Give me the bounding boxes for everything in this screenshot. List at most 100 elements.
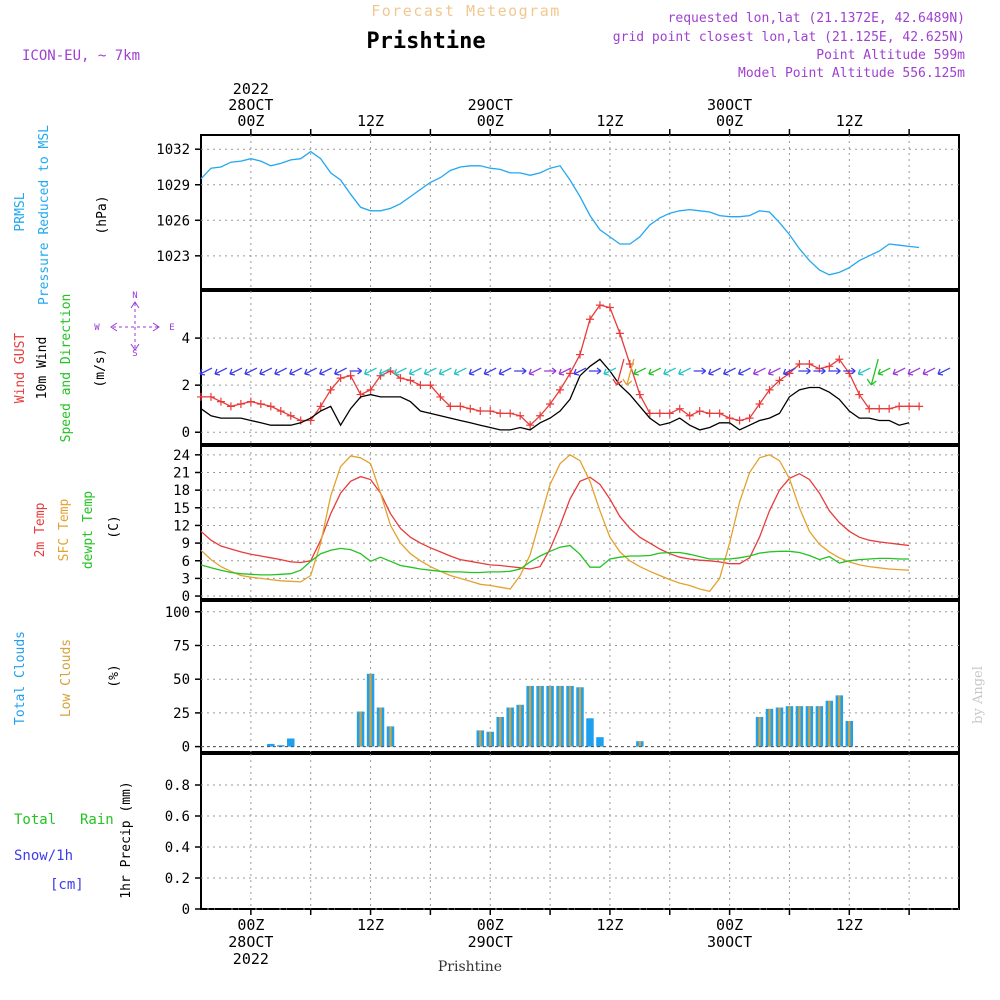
snow-unit-label: [cm]: [50, 877, 84, 893]
gust-marker: [705, 409, 714, 418]
temp-frame: [200, 445, 960, 600]
gust-marker: [835, 355, 844, 364]
low-clouds-bar: [798, 706, 801, 747]
wind-direction-arrow: [199, 367, 213, 376]
wind-direction-arrow: [408, 367, 422, 376]
pressure-ytick-label: 1029: [156, 178, 190, 194]
location-title: Prishtine: [366, 29, 485, 54]
wind-frame: [200, 290, 960, 445]
gust-marker: [206, 392, 215, 401]
wind-ytick-label: 2: [182, 378, 190, 394]
requested-coords: requested lon,lat (21.1372E, 42.6489N): [668, 11, 965, 26]
gust-marker: [496, 409, 505, 418]
wind-direction-arrow: [752, 367, 766, 376]
time-label: 30OCT: [707, 96, 752, 114]
low-clouds-bar: [359, 711, 362, 747]
time-label: 00Z: [477, 112, 504, 130]
low-clouds-bar: [379, 707, 382, 747]
wind-direction-arrow: [259, 367, 273, 376]
2m-temp-line: [200, 472, 910, 570]
low-clouds-bar: [489, 731, 492, 747]
time-label: 00Z: [716, 916, 743, 934]
model-point-altitude: Model Point Altitude 556.125m: [738, 66, 965, 81]
wind-direction-arrow: [363, 367, 377, 376]
temp-ytick-label: 18: [173, 483, 190, 499]
gust-marker: [266, 402, 275, 411]
low-clouds-bar: [479, 730, 482, 747]
clouds-ytick-label: 0: [182, 740, 190, 756]
gust-marker: [695, 407, 704, 416]
gust-marker: [605, 303, 614, 312]
wind-gust-label: Wind GUST: [13, 333, 28, 404]
wind-direction-arrow: [907, 367, 921, 376]
wind-direction-arrow: [857, 367, 871, 376]
wind-direction-arrow: [843, 367, 856, 375]
gust-marker: [825, 362, 834, 371]
low-clouds-bar: [758, 716, 761, 747]
time-label: 2022: [233, 950, 269, 968]
low-clouds-bar: [848, 720, 851, 747]
clouds-ytick-label: 50: [173, 672, 190, 688]
low-clouds-bar: [509, 707, 512, 747]
low-clouds-bar: [638, 741, 641, 747]
wind-direction-arrow: [544, 367, 557, 375]
gust-marker: [885, 404, 894, 413]
sfc-temp-label: SFC Temp: [57, 499, 72, 562]
pressure-ytick-label: 1026: [156, 213, 190, 229]
temperature-panel: 2m Temp SFC Temp dewpt Temp (C): [33, 491, 122, 569]
gust-marker: [855, 390, 864, 399]
wind-direction-arrow: [612, 358, 625, 386]
precip-panel: Total Rain Snow/1h [cm] 1hr Precip (mm): [14, 781, 134, 898]
low-clouds-bar: [778, 707, 781, 747]
wind-direction-arrow: [877, 367, 891, 376]
wind-direction-arrow: [633, 367, 647, 376]
rain-label: Rain: [80, 812, 114, 828]
gust-marker: [536, 411, 545, 420]
wind-direction-arrow: [214, 367, 228, 376]
gust-marker: [366, 385, 375, 394]
compass-rose: N S W E: [94, 291, 174, 359]
gust-marker: [246, 397, 255, 406]
wind-direction-arrow: [588, 367, 602, 375]
pressure-panel: PRMSL Pressure Reduced to MSL (hPa): [13, 125, 110, 305]
time-label: 29OCT: [468, 96, 513, 114]
gust-marker: [506, 409, 515, 418]
gust-marker: [765, 385, 774, 394]
gust-marker: [416, 381, 425, 390]
celsius-unit-label: (C): [107, 515, 122, 538]
clouds-ytick-label: 25: [173, 706, 190, 722]
model-label: ICON-EU, ~ 7km: [22, 48, 140, 64]
wind-10m-label: 10m Wind: [35, 337, 50, 400]
wind-direction-arrow: [813, 367, 826, 375]
wind-direction-arrow: [693, 367, 707, 375]
gust-marker: [466, 404, 475, 413]
pressure-ytick-label: 1032: [156, 142, 190, 158]
grid-point-coords: grid point closest lon,lat (21.125E, 42.…: [613, 30, 965, 45]
wind-direction-arrow: [828, 367, 841, 375]
gust-marker: [546, 399, 555, 408]
gust-marker: [556, 385, 565, 394]
wind-direction-arrow: [678, 367, 692, 376]
snow-label: Snow/1h: [14, 848, 73, 864]
time-label: 12Z: [836, 916, 863, 934]
time-label: 12Z: [357, 916, 384, 934]
wind-gust-line: [201, 304, 920, 427]
gust-marker: [585, 315, 594, 324]
total-clouds-bar: [596, 737, 604, 747]
temp-ytick-label: 0: [182, 589, 190, 605]
10m-wind-line: [200, 358, 910, 431]
wind-speed-direction-label: Speed and Direction: [59, 294, 74, 443]
clouds-ytick-label: 100: [165, 605, 190, 621]
wind-ytick-label: 4: [182, 331, 190, 347]
gust-marker: [875, 404, 884, 413]
low-clouds-bar: [558, 685, 562, 747]
total-clouds-label: Total Clouds: [13, 631, 28, 725]
low-clouds-bar: [568, 685, 572, 747]
time-label: 00Z: [716, 112, 743, 130]
clouds-ytick-label: 75: [173, 638, 190, 654]
watermark: by Angel: [971, 666, 986, 724]
gust-marker: [635, 390, 644, 399]
pressure-ytick-label: 1023: [156, 249, 190, 265]
gust-marker: [865, 404, 874, 413]
